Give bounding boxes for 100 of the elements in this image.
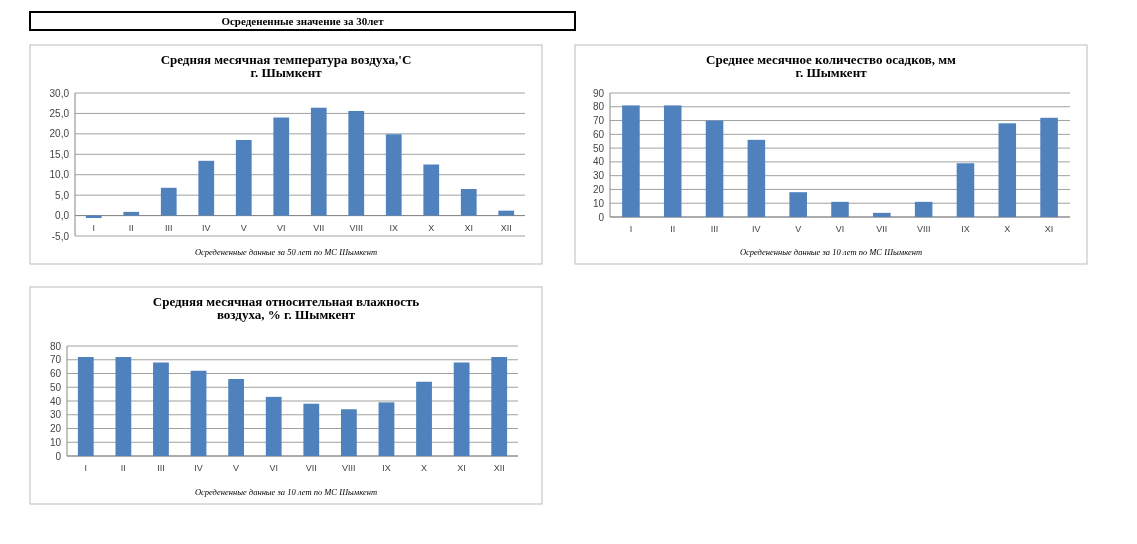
y-tick-label: 30,0	[49, 87, 70, 99]
bar	[622, 105, 640, 217]
y-tick-label: 80	[592, 101, 605, 113]
y-tick-label: 30	[592, 170, 605, 182]
x-tick-label: I	[92, 222, 96, 233]
x-tick-label: X	[1004, 224, 1011, 234]
bar	[747, 139, 766, 217]
bar	[198, 160, 215, 216]
y-tick-label: 10	[49, 436, 62, 448]
chart-title: Средняя месячная относительная влажность воздуха, % г. Шымкент	[152, 294, 420, 322]
x-tick-label: X	[428, 222, 435, 233]
y-tick-label: 60	[592, 128, 605, 140]
y-tick-label: 80	[49, 340, 62, 352]
x-tick-label: III	[157, 463, 165, 473]
bar	[956, 163, 975, 217]
x-tick-label: II	[670, 224, 676, 234]
y-tick-label: 20	[49, 423, 62, 434]
text: Осредененные значение за 30лет	[221, 15, 385, 27]
y-tick-label: 10	[592, 197, 605, 209]
bar	[385, 134, 402, 216]
x-tick-label: VII	[876, 224, 888, 234]
y-tick-label: 70	[49, 354, 62, 366]
x-tick-label: XI	[1044, 224, 1054, 234]
x-tick-label: VI	[276, 222, 286, 233]
x-tick-label: III	[164, 222, 173, 233]
y-tick-label: 60	[49, 368, 62, 379]
x-tick-label: V	[240, 222, 247, 233]
bar	[416, 381, 432, 456]
bar	[160, 187, 177, 216]
y-tick-label: 40	[49, 395, 62, 407]
text: Осредененные данные за 10 лет по МС Шымкент	[739, 247, 923, 257]
x-tick-label: VII	[305, 463, 317, 473]
x-tick-label: V	[795, 224, 802, 234]
bar	[498, 210, 515, 216]
bar	[491, 357, 508, 456]
y-tick-label: 0,0	[55, 210, 70, 222]
x-tick-label: VI	[835, 224, 845, 234]
y-tick-label: 15,0	[49, 148, 70, 160]
bar	[310, 107, 327, 216]
x-tick-label: IV	[201, 222, 211, 233]
x-tick-label: V	[233, 463, 240, 473]
x-tick-label: IV	[194, 463, 203, 473]
bar	[340, 409, 357, 456]
bar	[663, 105, 682, 217]
x-tick-label: VIII	[342, 463, 356, 473]
chart-title: Средняя месячная температура воздуха,'С г. Шымкент	[160, 52, 412, 80]
bar	[115, 357, 132, 456]
bar	[914, 201, 933, 217]
y-tick-label: 70	[592, 115, 605, 127]
x-tick-label: XII	[500, 222, 512, 233]
y-tick-label: 5,0	[55, 189, 70, 201]
bar	[348, 110, 365, 216]
bar	[998, 123, 1017, 217]
text: Осредененные данные за 50 лет по МС Шымкент	[194, 247, 378, 257]
y-tick-label: 20,0	[49, 128, 70, 140]
x-tick-label: IX	[389, 222, 399, 233]
bar	[789, 192, 807, 217]
x-tick-label: XII	[493, 463, 505, 473]
y-tick-label: 0	[55, 450, 62, 462]
bar	[303, 403, 320, 456]
y-tick-label: 90	[592, 87, 605, 99]
y-tick-label: 25,0	[49, 107, 70, 119]
x-tick-label: IV	[752, 224, 761, 234]
bar	[235, 139, 252, 216]
x-tick-label: I	[84, 463, 88, 473]
bar	[460, 189, 477, 216]
x-tick-label: IX	[382, 463, 391, 473]
bar	[831, 201, 849, 217]
bar	[453, 362, 470, 456]
text: Осредененные данные за 10 лет по МС Шымкент	[194, 487, 378, 497]
bar	[1040, 117, 1058, 217]
x-tick-label: XI	[457, 463, 466, 473]
bar	[265, 396, 282, 456]
x-tick-label: III	[710, 224, 719, 234]
x-tick-label: X	[421, 463, 428, 473]
x-tick-label: VIII	[916, 224, 931, 234]
x-tick-label: IX	[961, 224, 970, 234]
bar	[273, 117, 290, 216]
x-tick-label: XI	[464, 222, 474, 233]
y-tick-label: -5,0	[51, 230, 70, 242]
bar	[77, 357, 94, 456]
y-tick-label: 50	[592, 142, 605, 154]
bar	[190, 370, 207, 456]
x-tick-label: VIII	[349, 222, 364, 233]
bar	[228, 379, 245, 456]
y-tick-label: 10,0	[49, 169, 70, 181]
y-tick-label: 30	[49, 409, 62, 421]
bar	[705, 120, 724, 217]
y-tick-label: 0	[598, 211, 605, 223]
x-tick-label: II	[128, 222, 134, 233]
bar	[123, 211, 140, 216]
x-tick-label: VII	[313, 222, 325, 233]
x-tick-label: II	[120, 463, 126, 473]
bar	[873, 212, 891, 217]
y-tick-label: 50	[49, 381, 62, 393]
bar	[153, 362, 169, 456]
x-tick-label: I	[629, 224, 633, 234]
y-tick-label: 20	[592, 183, 605, 195]
y-tick-label: 40	[592, 156, 605, 168]
x-tick-label: VI	[269, 463, 278, 473]
